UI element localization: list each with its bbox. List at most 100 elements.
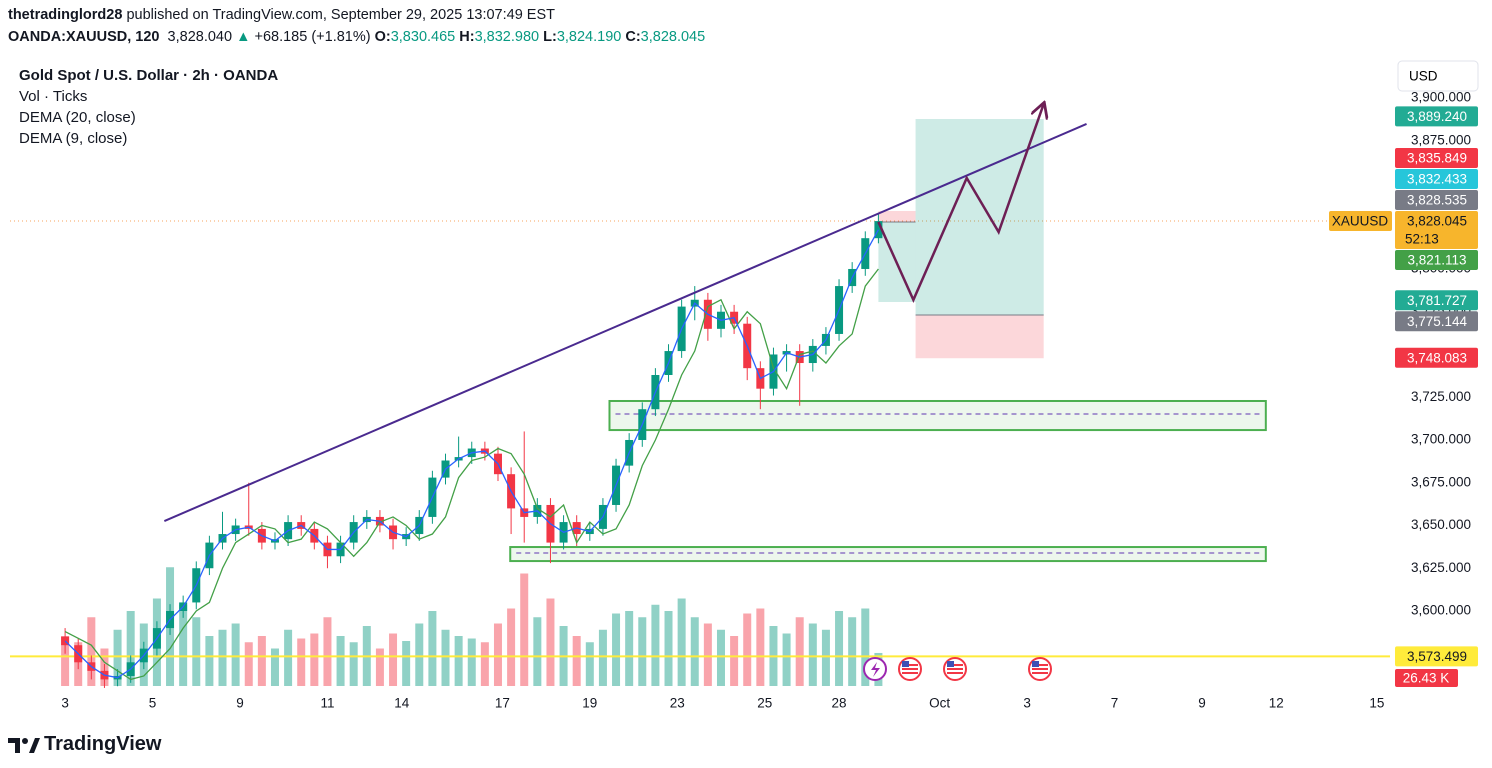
ohlc-value: 3,832.980	[474, 29, 540, 45]
x-tick-label: 17	[495, 696, 510, 711]
volume-bar	[349, 642, 358, 686]
y-tick-label: 3,600.000	[1411, 603, 1471, 618]
last-price: 3,828.040	[167, 29, 233, 45]
volume-bar	[454, 636, 463, 686]
publish-line: thetradinglord28 published on TradingVie…	[8, 7, 555, 23]
footer: TradingView	[8, 733, 161, 756]
legend-entry[interactable]: DEMA (20, close)	[19, 109, 136, 126]
volume-bar	[441, 629, 450, 686]
chart-title[interactable]: Gold Spot / U.S. Dollar · 2h · OANDA	[19, 67, 279, 84]
last-price-label: 3,828.045	[1407, 214, 1467, 229]
brand-name[interactable]: TradingView	[44, 733, 162, 755]
publish-info: published on TradingView.com, September …	[126, 7, 556, 23]
x-tick-label: 19	[582, 696, 597, 711]
ohlc-key: C:	[625, 29, 641, 45]
volume-bar	[284, 629, 293, 686]
x-tick-label: 25	[757, 696, 772, 711]
x-tick-label: 28	[832, 696, 847, 711]
x-tick-label: 7	[1111, 696, 1119, 711]
volume-bar	[664, 611, 673, 686]
x-tick-label: 3	[61, 696, 69, 711]
event-icon[interactable]	[1028, 657, 1052, 681]
indicator-line	[64, 268, 879, 681]
price-label: 3,821.113	[1407, 253, 1466, 268]
y-tick-label: 3,675.000	[1411, 474, 1471, 489]
volume-bar	[257, 636, 266, 686]
volume-bar	[677, 598, 686, 686]
target-zone	[915, 118, 1044, 315]
price-label-box	[1395, 646, 1478, 667]
volume-bar	[480, 642, 489, 686]
volume-bar	[638, 617, 647, 686]
volume-bar	[585, 642, 594, 686]
price-label: 3,748.083	[1407, 350, 1467, 365]
volume-bar	[821, 629, 830, 686]
price-label: 3,775.144	[1407, 314, 1468, 329]
ohlc-key: H:	[459, 29, 475, 45]
price-label-box	[1395, 250, 1478, 271]
author[interactable]: thetradinglord28	[8, 7, 123, 23]
volume-bar	[323, 617, 332, 686]
event-icons	[863, 657, 1052, 681]
countdown: 52:13	[1405, 232, 1439, 247]
volume-bar	[795, 617, 804, 686]
legend-entry[interactable]: Vol · Ticks	[19, 88, 88, 105]
volume-bar	[244, 642, 253, 686]
volume-bar	[179, 604, 188, 686]
volume-bar	[572, 636, 581, 686]
change: +68.185 (+1.81%)	[254, 29, 371, 45]
volume-bar	[730, 636, 739, 686]
zone	[608, 399, 1267, 432]
price-label: 3,835.849	[1407, 151, 1467, 166]
volume-bar	[848, 617, 857, 686]
symbol-tag	[1329, 211, 1392, 232]
volume-bar	[297, 638, 306, 686]
volume-bar	[625, 611, 634, 686]
volume-bar	[402, 641, 411, 686]
volume-bar	[651, 604, 660, 686]
price-label-box	[1395, 190, 1478, 211]
volume-bar	[690, 617, 699, 686]
volume-bar	[546, 598, 555, 686]
symbol-line: OANDA:XAUUSD, 120 3,828.040 ▲ +68.185 (+…	[8, 29, 705, 45]
ohlc-key: O:	[374, 29, 391, 45]
stop-zone	[915, 314, 1044, 359]
volume-bar	[703, 623, 712, 686]
volume-bar	[270, 648, 279, 686]
x-tick-label: 14	[394, 696, 410, 711]
volume-bar	[336, 636, 345, 686]
ohlc-value: 3,830.465	[390, 29, 456, 45]
event-icon[interactable]	[898, 657, 922, 681]
volume-bar	[389, 633, 398, 686]
legend-entry[interactable]: DEMA (9, close)	[19, 130, 128, 147]
y-tick-label: 3,625.000	[1411, 560, 1471, 575]
trendline	[163, 123, 1087, 522]
volume-bar	[218, 629, 227, 686]
x-tick-label: 15	[1369, 696, 1384, 711]
symbol: OANDA:XAUUSD, 120	[8, 29, 160, 45]
x-tick-label: 12	[1269, 696, 1284, 711]
volume-bar	[415, 623, 424, 686]
price-label: 3,573.499	[1407, 649, 1467, 664]
volume-label: 26.43 K	[1403, 671, 1450, 686]
volume-bar	[808, 623, 817, 686]
projection-path	[877, 104, 1043, 304]
volume-bar	[716, 629, 725, 686]
volume-bar	[612, 613, 621, 686]
volume-bar	[310, 633, 319, 686]
stop-zone	[878, 211, 916, 222]
volume-bar	[428, 611, 437, 686]
event-icon[interactable]	[943, 657, 967, 681]
y-tick-label: 3,725.000	[1411, 389, 1471, 404]
ohlc-value: 3,828.045	[640, 29, 706, 45]
price-label-box	[1395, 148, 1478, 169]
price-label: 3,828.535	[1407, 193, 1467, 208]
zone	[509, 546, 1267, 563]
brand-logo	[8, 737, 40, 753]
ohlc-value: 3,824.190	[556, 29, 622, 45]
x-tick-label: 9	[1198, 696, 1206, 711]
indicator-line	[64, 229, 879, 679]
price-label-box	[1395, 311, 1478, 332]
